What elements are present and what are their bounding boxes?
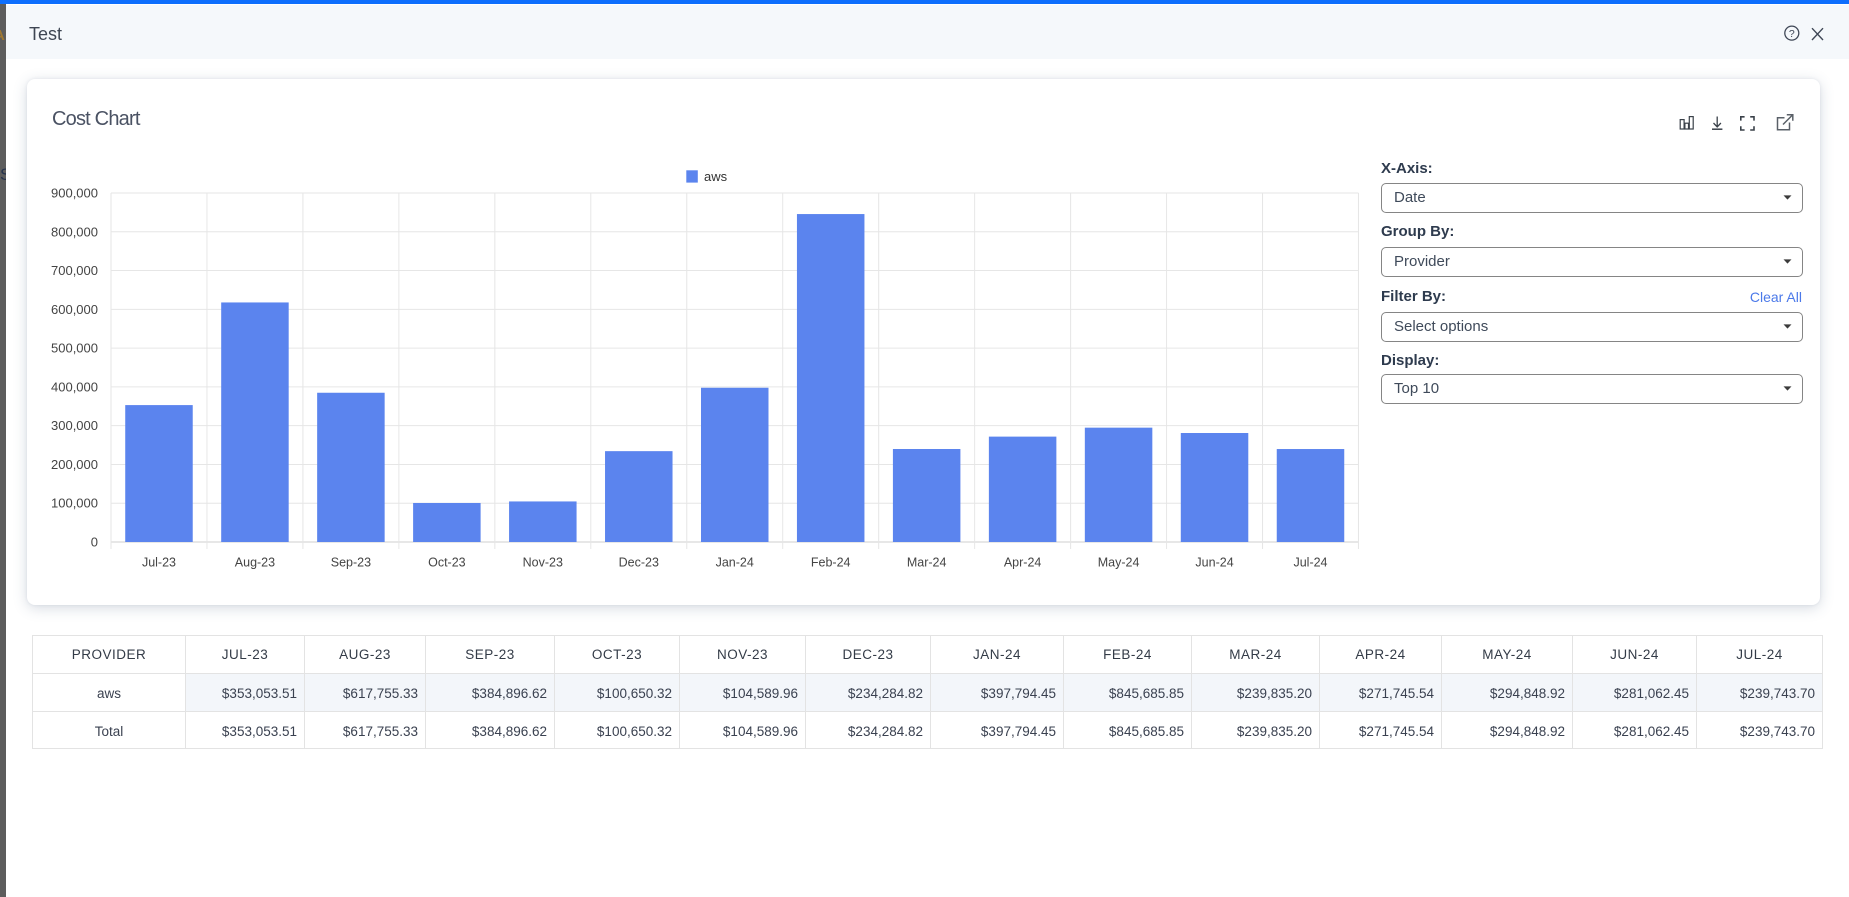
svg-text:aws: aws	[704, 169, 728, 184]
svg-text:900,000: 900,000	[51, 186, 98, 201]
svg-text:Sep-23: Sep-23	[331, 556, 371, 570]
svg-text:Aug-23: Aug-23	[235, 556, 275, 570]
svg-text:Jun-24: Jun-24	[1195, 556, 1233, 570]
svg-text:100,000: 100,000	[51, 496, 98, 511]
svg-text:800,000: 800,000	[51, 224, 98, 239]
svg-text:Oct-23: Oct-23	[428, 556, 466, 570]
svg-text:Jan-24: Jan-24	[716, 556, 754, 570]
svg-text:Jul-23: Jul-23	[142, 556, 176, 570]
svg-text:Apr-24: Apr-24	[1004, 556, 1042, 570]
svg-text:700,000: 700,000	[51, 263, 98, 278]
svg-text:May-24: May-24	[1098, 556, 1140, 570]
svg-text:Feb-24: Feb-24	[811, 556, 851, 570]
svg-text:?: ?	[1789, 28, 1795, 40]
svg-text:600,000: 600,000	[51, 302, 98, 317]
svg-text:400,000: 400,000	[51, 379, 98, 394]
svg-text:Jul-24: Jul-24	[1293, 556, 1327, 570]
svg-text:300,000: 300,000	[51, 418, 98, 433]
svg-text:500,000: 500,000	[51, 341, 98, 356]
svg-text:200,000: 200,000	[51, 457, 98, 472]
svg-text:Nov-23: Nov-23	[523, 556, 563, 570]
svg-text:0: 0	[91, 535, 98, 550]
svg-text:Dec-23: Dec-23	[619, 556, 659, 570]
svg-text:Mar-24: Mar-24	[907, 556, 947, 570]
